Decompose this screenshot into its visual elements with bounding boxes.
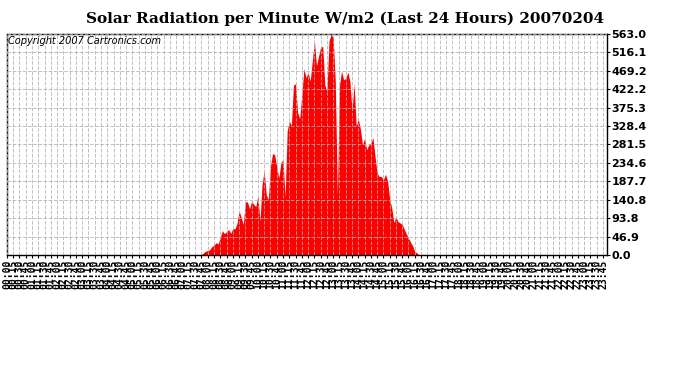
Text: Solar Radiation per Minute W/m2 (Last 24 Hours) 20070204: Solar Radiation per Minute W/m2 (Last 24…	[86, 11, 604, 26]
Text: Copyright 2007 Cartronics.com: Copyright 2007 Cartronics.com	[8, 36, 161, 46]
